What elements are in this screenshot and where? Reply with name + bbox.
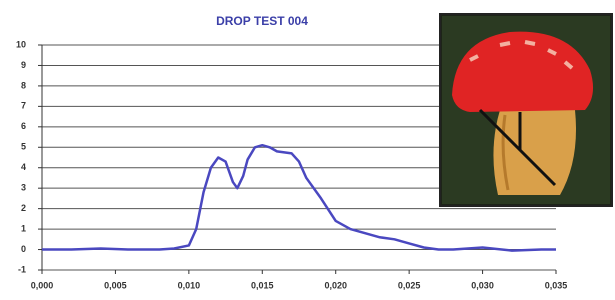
y-tick-label: 8: [21, 80, 26, 90]
y-tick-label: 10: [16, 39, 26, 49]
y-tick-label: 7: [21, 101, 26, 111]
y-tick-label: 6: [21, 121, 26, 131]
y-tick-label: 0: [21, 244, 26, 254]
x-tick-label: 0,035: [545, 280, 568, 290]
x-tick-label: 0,000: [31, 280, 54, 290]
x-tick-label: 0,015: [251, 280, 274, 290]
chart-title: DROP TEST 004: [216, 14, 308, 28]
y-tick-label: 2: [21, 203, 26, 213]
y-tick-label: -1: [18, 264, 26, 274]
x-tick-label: 0,030: [471, 280, 494, 290]
x-tick-label: 0,010: [178, 280, 201, 290]
x-tick-label: 0,025: [398, 280, 421, 290]
x-tick-label: 0,020: [324, 280, 347, 290]
y-tick-label: 4: [21, 162, 26, 172]
y-tick-label: 9: [21, 60, 26, 70]
y-tick-label: 3: [21, 183, 26, 193]
chart: DROP TEST 004 -1 0 1 2 3 4 5 6 7 8 9 10 0,000 0,005 0,…: [0, 0, 615, 300]
helmet-photo: [440, 14, 612, 206]
y-tick-label: 1: [21, 223, 26, 233]
x-tick-label: 0,005: [104, 280, 127, 290]
y-tick-label: 5: [21, 142, 26, 152]
